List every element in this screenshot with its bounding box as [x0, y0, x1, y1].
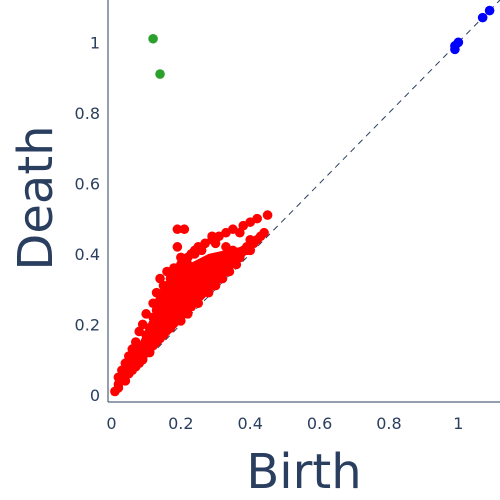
- data-point: [148, 319, 158, 330]
- data-point: [252, 234, 262, 245]
- x-axis-title: Birth: [246, 444, 361, 500]
- x-tick-label: 0.4: [238, 414, 263, 433]
- y-tick-label: 0.6: [75, 174, 100, 193]
- diagonal-line-layer: [111, 0, 500, 396]
- data-point: [176, 252, 186, 263]
- data-point: [210, 238, 221, 249]
- data-point: [228, 256, 238, 266]
- y-tick-label: 0: [90, 386, 100, 405]
- x-tick-label: 0.8: [376, 414, 401, 433]
- data-point: [200, 284, 210, 294]
- data-point: [172, 242, 183, 252]
- data-point: [182, 259, 193, 270]
- axes-layer: [107, 0, 500, 403]
- data-points-layer: [110, 5, 495, 397]
- data-point: [148, 340, 158, 351]
- data-point: [477, 12, 488, 23]
- data-point: [217, 252, 228, 263]
- x-tick-label: 0: [106, 414, 116, 433]
- data-point: [252, 213, 262, 224]
- data-point: [182, 277, 193, 287]
- data-point: [186, 301, 197, 312]
- x-tick-labels: 0 0.2 0.4 0.6 0.8 1: [106, 414, 463, 433]
- data-point: [169, 316, 179, 326]
- data-point: [176, 316, 186, 326]
- data-point: [155, 312, 165, 323]
- data-point: [124, 368, 134, 379]
- data-point: [262, 210, 273, 220]
- diagonal-line: [111, 0, 500, 396]
- data-point: [155, 333, 165, 344]
- y-tick-label: 0.8: [75, 104, 100, 123]
- y-axis-title: Death: [8, 125, 64, 270]
- data-point: [155, 69, 165, 79]
- x-tick-label: 0.6: [307, 414, 332, 433]
- data-point: [137, 354, 148, 365]
- data-point: [169, 291, 179, 302]
- data-point: [235, 227, 245, 238]
- data-point: [130, 361, 141, 372]
- y-tick-label: 0.4: [75, 245, 100, 264]
- data-point: [241, 242, 252, 252]
- data-point: [193, 266, 203, 277]
- data-point: [141, 309, 151, 319]
- data-point: [176, 284, 186, 294]
- data-point: [148, 298, 158, 309]
- data-point: [148, 33, 158, 44]
- data-point: [214, 273, 224, 284]
- data-point: [189, 249, 200, 259]
- data-point: [259, 227, 269, 238]
- data-point: [484, 5, 495, 16]
- y-tick-labels: 0 0.2 0.4 0.6 0.8 1: [75, 33, 100, 405]
- data-point: [450, 44, 460, 55]
- data-point: [151, 287, 162, 298]
- x-tick-label: 0.2: [168, 414, 193, 433]
- data-point: [113, 383, 124, 393]
- data-point: [169, 263, 179, 273]
- x-tick-label: 1: [453, 414, 463, 433]
- data-point: [134, 326, 145, 337]
- y-tick-label: 0.2: [75, 315, 100, 334]
- data-point: [179, 224, 190, 235]
- data-point: [224, 266, 235, 277]
- data-point: [172, 224, 183, 235]
- y-tick-label: 1: [90, 33, 100, 52]
